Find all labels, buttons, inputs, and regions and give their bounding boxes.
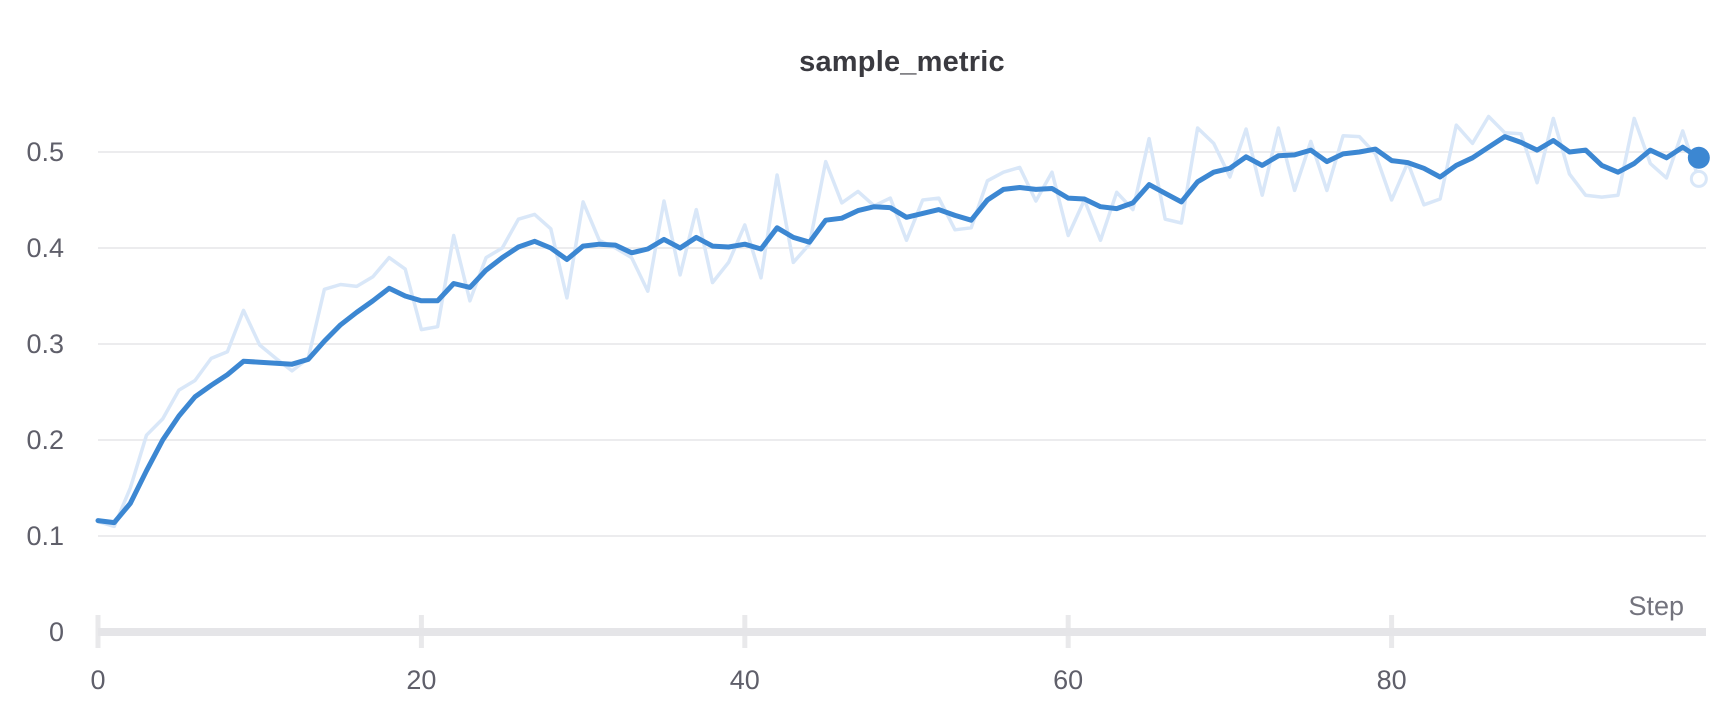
- x-tick-label: 0: [90, 665, 106, 695]
- y-tick-label: 0.5: [26, 137, 64, 167]
- y-tick-label: 0.1: [26, 521, 64, 551]
- y-tick-label: 0.2: [26, 425, 64, 455]
- smoothed-end-marker: [1687, 146, 1710, 169]
- x-tick-label: 60: [1053, 665, 1084, 695]
- x-tick-label: 40: [729, 665, 760, 695]
- y-tick-label: 0.4: [26, 233, 64, 263]
- raw-series-line: [96, 114, 1701, 529]
- chart-title: sample_metric: [799, 46, 1005, 78]
- y-tick-label: 0.3: [26, 329, 64, 359]
- raw-end-marker: [1689, 169, 1708, 188]
- smoothed-series-line: [95, 134, 1702, 526]
- x-axis-baseline: [98, 628, 1706, 636]
- y-tick-label: 0: [48, 617, 64, 647]
- x-axis-title: Step: [1628, 591, 1684, 621]
- x-tick-label: 80: [1376, 665, 1407, 695]
- x-tick-label: 20: [406, 665, 437, 695]
